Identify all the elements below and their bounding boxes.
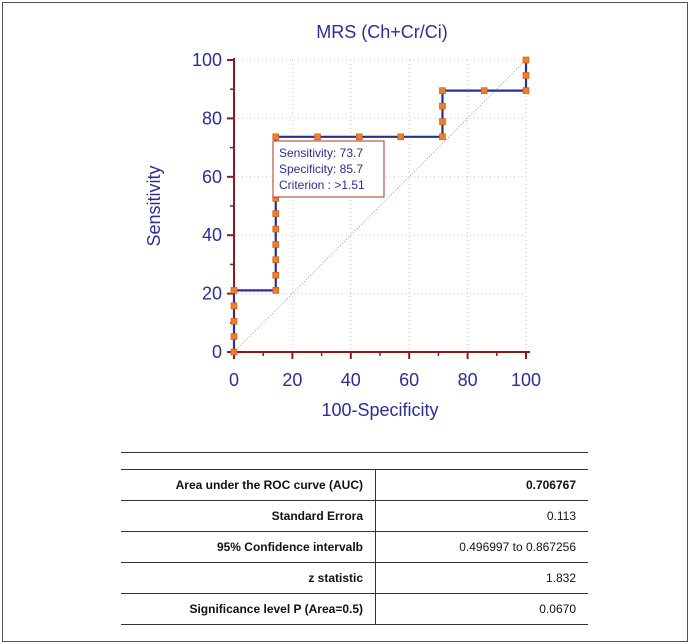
row-label: Significance level P (Area=0.5) [121,593,376,625]
table-row: z statistic 1.832 [121,562,588,594]
x-tick-label: 20 [282,370,302,390]
roc-point-marker [522,87,530,94]
row-value: 1.832 [375,562,588,594]
roc-point-marker [439,87,446,94]
row-value: 0.706767 [375,469,588,501]
roc-point-marker [272,287,280,294]
y-tick-label: 60 [202,167,222,187]
y-tick-label: 20 [202,284,222,304]
x-tick-label: 0 [229,370,239,390]
roc-point-marker [230,333,238,340]
roc-curve [232,60,528,352]
x-axis-label: 100-Specificity [321,400,438,420]
table-header-rule [121,452,588,470]
roc-point-marker [355,133,363,141]
chart-title: MRS (Ch+Cr/Ci) [316,22,448,42]
x-tick-label: 60 [399,370,419,390]
roc-point-marker [230,302,238,310]
table-row: Significance level P (Area=0.5) 0.0670 [121,593,588,625]
roc-point-marker [230,287,238,294]
roc-point-marker [230,318,238,325]
y-tick-label: 100 [192,50,222,70]
roc-point-marker [272,210,280,217]
diagonal-reference-line [233,59,527,353]
roc-point-marker [272,256,280,264]
roc-point-marker [522,72,530,79]
y-tick-label: 0 [212,342,222,362]
x-tick-label: 40 [341,370,361,390]
roc-point-marker [480,87,488,94]
roc-point-marker [272,241,280,248]
y-axis-label: Sensitivity [144,165,164,246]
roc-chart: MRS (Ch+Cr/Ci) Sensitivity: 73.7 Specifi… [144,22,541,420]
row-value: 0.496997 to 0.867256 [375,531,588,563]
roc-point-marker [272,225,280,233]
x-tick-label: 100 [511,370,541,390]
row-label: Standard Errora [121,500,376,532]
row-label: z statistic [121,562,376,594]
roc-point-marker [439,102,446,110]
x-tick-label: 80 [458,370,478,390]
annotation-line-3: Criterion : >1.51 [279,178,365,192]
y-tick-label: 80 [202,108,222,128]
annotation-line-2: Specificity: 85.7 [279,162,363,176]
row-label: 95% Confidence intervalb [121,531,376,563]
table-row: 95% Confidence intervalb 0.496997 to 0.8… [121,531,588,563]
annotation-line-1: Sensitivity: 73.7 [279,146,363,160]
criterion-annotation: Sensitivity: 73.7 Specificity: 85.7 Crit… [272,140,385,198]
roc-point-marker [230,348,238,356]
table-row: Standard Errora 0.113 [121,500,588,532]
tick-label-layer: 0 20 40 60 80 100 0 20 40 60 80 100 [192,50,541,390]
roc-point-marker [272,271,280,279]
roc-point-marker [397,133,405,141]
roc-point-marker [314,133,321,141]
roc-point-marker [522,56,530,64]
roc-point-marker [439,118,446,125]
row-label: Area under the ROC curve (AUC) [121,469,376,501]
row-value: 0.0670 [375,593,588,625]
row-value: 0.113 [375,500,588,532]
y-tick-label: 40 [202,225,222,245]
roc-point-marker [272,133,280,141]
roc-point-marker [439,133,446,141]
table-row: Area under the ROC curve (AUC) 0.706767 [121,469,588,501]
roc-statistics-table: Area under the ROC curve (AUC) 0.706767 … [121,452,588,625]
